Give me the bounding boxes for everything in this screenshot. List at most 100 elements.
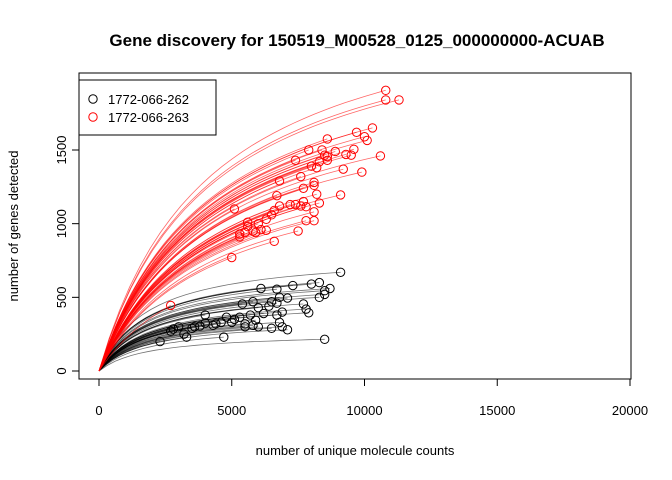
data-point bbox=[168, 324, 179, 334]
data-point bbox=[381, 85, 391, 96]
data-point bbox=[319, 334, 330, 345]
data-point bbox=[272, 298, 282, 308]
data-point bbox=[227, 252, 237, 263]
legend-box bbox=[78, 79, 217, 136]
legend-label-1772-066-262: 1772-066-262 bbox=[108, 92, 189, 107]
data-point bbox=[219, 332, 229, 342]
legend-marker-1772-066-263 bbox=[88, 112, 98, 122]
data-point bbox=[309, 180, 319, 191]
series-curve bbox=[98, 240, 275, 372]
data-point bbox=[189, 322, 200, 332]
data-point bbox=[288, 280, 298, 291]
data-point bbox=[240, 322, 250, 332]
data-point bbox=[227, 317, 237, 328]
series-curve bbox=[98, 220, 307, 372]
data-point bbox=[325, 283, 335, 294]
data-point bbox=[317, 145, 327, 155]
data-point bbox=[381, 95, 391, 105]
series-curve bbox=[98, 205, 280, 372]
legend: 1772-066-262 1772-066-263 bbox=[78, 79, 217, 136]
x-tick-label: 0 bbox=[95, 403, 102, 418]
data-point bbox=[335, 267, 346, 277]
series-curve bbox=[98, 308, 307, 372]
data-point bbox=[312, 162, 322, 173]
data-point bbox=[367, 123, 378, 133]
data-point bbox=[349, 144, 359, 154]
series-curve bbox=[98, 149, 309, 372]
series-curve bbox=[98, 232, 256, 372]
series-curve bbox=[98, 257, 232, 372]
data-point bbox=[319, 150, 330, 160]
data-point bbox=[245, 310, 256, 320]
data-point bbox=[179, 329, 189, 339]
data-point bbox=[256, 283, 266, 294]
series-curve bbox=[98, 131, 357, 372]
series-curve bbox=[98, 155, 381, 372]
y-axis-label: number of genes detected bbox=[6, 150, 21, 301]
chart-title: Gene discovery for 150519_M00528_0125_00… bbox=[109, 31, 604, 50]
data-point bbox=[304, 308, 314, 318]
data-point bbox=[216, 317, 226, 328]
series-curve bbox=[98, 288, 262, 372]
series-curve bbox=[98, 156, 328, 372]
data-point bbox=[290, 155, 301, 166]
series-curve bbox=[98, 294, 325, 372]
y-tick-label: 1500 bbox=[54, 136, 69, 165]
series-curve bbox=[98, 288, 277, 372]
data-point bbox=[229, 204, 240, 214]
series-curve bbox=[98, 202, 320, 372]
data-point bbox=[306, 279, 317, 289]
series-curve bbox=[98, 127, 373, 372]
data-point bbox=[306, 161, 317, 171]
x-tick-label: 10000 bbox=[346, 403, 382, 418]
data-point bbox=[298, 183, 309, 194]
series-curve bbox=[98, 151, 336, 372]
data-point bbox=[261, 225, 271, 235]
series-curve bbox=[98, 338, 325, 372]
data-point bbox=[266, 323, 277, 333]
data-point bbox=[282, 325, 293, 335]
data-point bbox=[394, 95, 404, 105]
data-point bbox=[173, 322, 184, 332]
data-points bbox=[155, 85, 404, 347]
series-curve bbox=[98, 154, 325, 372]
series-curve bbox=[98, 168, 344, 372]
y-axis: 0 500 1000 1500 bbox=[54, 136, 80, 375]
data-point bbox=[322, 151, 333, 162]
data-point bbox=[309, 177, 319, 188]
data-point bbox=[335, 190, 346, 200]
legend-marker-1772-066-262 bbox=[88, 94, 98, 104]
x-tick-label: 20000 bbox=[612, 403, 648, 418]
data-point bbox=[285, 199, 295, 210]
x-tick-label: 15000 bbox=[479, 403, 515, 418]
data-point bbox=[250, 227, 261, 238]
data-point bbox=[264, 301, 274, 311]
data-point bbox=[338, 164, 348, 174]
series-curve bbox=[98, 307, 259, 372]
data-point bbox=[272, 190, 282, 201]
series-curve bbox=[98, 271, 341, 372]
data-point bbox=[314, 292, 325, 303]
data-point bbox=[272, 284, 282, 294]
data-point bbox=[165, 300, 176, 311]
series-curve bbox=[98, 305, 171, 372]
data-point bbox=[235, 312, 245, 322]
x-axis: 0 5000 10000 15000 20000 bbox=[95, 378, 648, 418]
data-point bbox=[221, 312, 232, 322]
data-point bbox=[290, 199, 301, 210]
data-point bbox=[269, 236, 279, 247]
data-point bbox=[253, 218, 263, 229]
x-tick-label: 5000 bbox=[217, 403, 246, 418]
data-point bbox=[253, 302, 263, 313]
series-curve bbox=[98, 159, 296, 372]
series-curve bbox=[98, 194, 341, 372]
series-curve bbox=[98, 140, 368, 372]
data-point bbox=[319, 286, 330, 296]
y-tick-label: 0 bbox=[54, 367, 69, 374]
data-point bbox=[181, 332, 192, 342]
data-point bbox=[248, 297, 258, 307]
series-curve bbox=[98, 99, 400, 372]
data-point bbox=[277, 322, 287, 332]
data-point bbox=[309, 216, 319, 226]
